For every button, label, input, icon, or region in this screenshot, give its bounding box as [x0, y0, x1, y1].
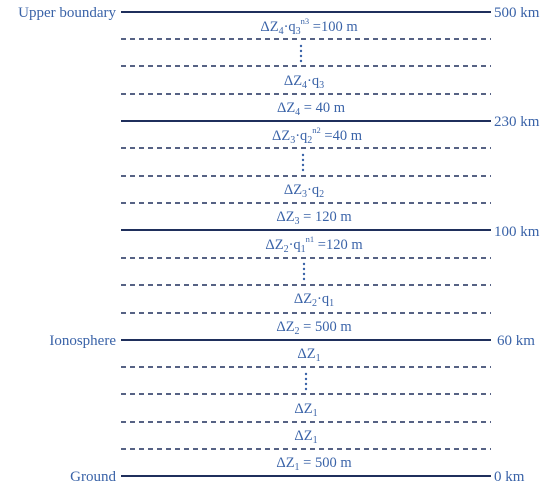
- label-z4-base: ΔZ4 = 40 m: [277, 100, 346, 118]
- label-z2-top: ΔZ2·q1n1 =120 m: [265, 234, 363, 255]
- label-ionosphere: Ionosphere: [49, 333, 116, 349]
- vertical-ellipsis-icon: [302, 262, 306, 281]
- label-100-km: 100 km: [494, 224, 540, 240]
- ellipsis-dots: [299, 44, 308, 391]
- label-500-km: 500 km: [494, 5, 540, 21]
- label-60-km: 60 km: [497, 333, 535, 349]
- label-z4-top: ΔZ4·q3n3 =100 m: [260, 16, 358, 37]
- label-z1-a: ΔZ1: [297, 346, 320, 364]
- label-z1-base: ΔZ1 = 500 m: [276, 455, 352, 473]
- vertical-ellipsis-icon: [304, 372, 308, 391]
- label-z1-b: ΔZ1: [294, 401, 317, 419]
- label-z2-base: ΔZ2 = 500 m: [276, 319, 352, 337]
- boundary-lines: [121, 11, 491, 477]
- label-z3-base: ΔZ3 = 120 m: [276, 209, 352, 227]
- dashed-lines: [121, 38, 491, 450]
- vertical-ellipsis-icon: [299, 44, 303, 63]
- label-z1-c: ΔZ1: [294, 428, 317, 446]
- label-z3-top: ΔZ3·q2n2 =40 m: [272, 125, 363, 146]
- label-z3-q: ΔZ3·q2: [284, 182, 324, 200]
- vertical-ellipsis-icon: [301, 153, 305, 172]
- label-ground: Ground: [70, 469, 116, 485]
- label-0-km: 0 km: [494, 469, 525, 485]
- label-230-km: 230 km: [494, 114, 540, 130]
- label-z4-q: ΔZ4·q3: [284, 73, 324, 91]
- label-upper-boundary: Upper boundary: [18, 5, 116, 21]
- label-z2-q: ΔZ2·q1: [294, 291, 334, 309]
